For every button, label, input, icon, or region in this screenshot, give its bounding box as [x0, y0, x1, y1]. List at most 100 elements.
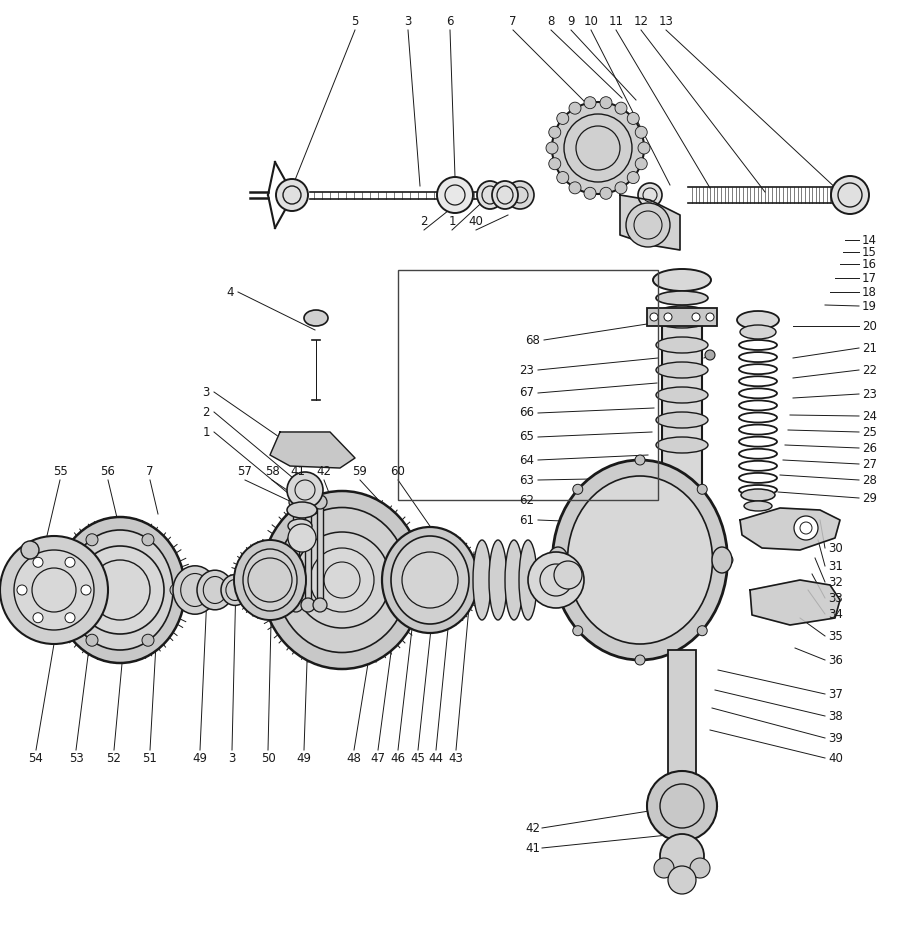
Text: 39: 39 [828, 732, 843, 744]
Ellipse shape [656, 362, 708, 378]
Ellipse shape [653, 269, 711, 291]
Circle shape [650, 313, 658, 321]
Circle shape [65, 613, 75, 622]
Circle shape [58, 584, 70, 596]
Text: 32: 32 [828, 576, 843, 589]
Text: 31: 31 [828, 560, 843, 573]
Text: 58: 58 [265, 465, 279, 478]
Circle shape [313, 598, 327, 612]
Circle shape [310, 548, 374, 612]
Polygon shape [270, 432, 355, 468]
Text: 38: 38 [828, 709, 842, 723]
Text: 22: 22 [862, 363, 877, 376]
Circle shape [506, 181, 534, 209]
Text: 41: 41 [525, 841, 540, 855]
Circle shape [402, 552, 458, 608]
Ellipse shape [55, 517, 185, 663]
Text: 26: 26 [862, 442, 877, 455]
Circle shape [584, 96, 596, 109]
Ellipse shape [659, 306, 705, 318]
Ellipse shape [568, 476, 713, 644]
Text: 3: 3 [229, 752, 236, 765]
Circle shape [287, 472, 323, 508]
Ellipse shape [492, 181, 518, 209]
Text: 9: 9 [567, 15, 575, 28]
Text: 18: 18 [862, 285, 877, 299]
Text: 59: 59 [353, 465, 367, 478]
Text: 21: 21 [862, 342, 877, 355]
Text: 1: 1 [202, 426, 210, 438]
Text: 50: 50 [261, 752, 275, 765]
Text: 40: 40 [469, 215, 483, 228]
Text: 40: 40 [828, 752, 843, 765]
Circle shape [627, 171, 639, 183]
Circle shape [600, 187, 612, 199]
Circle shape [14, 550, 94, 630]
Ellipse shape [391, 536, 469, 624]
Circle shape [313, 495, 327, 509]
Circle shape [698, 484, 707, 494]
Text: 68: 68 [525, 333, 540, 346]
Text: 7: 7 [509, 15, 517, 28]
Text: 54: 54 [29, 752, 43, 765]
Text: 3: 3 [202, 386, 210, 399]
Text: 67: 67 [519, 387, 534, 400]
Text: 43: 43 [448, 752, 464, 765]
Ellipse shape [221, 575, 249, 606]
Circle shape [289, 495, 303, 509]
Text: 14: 14 [862, 233, 877, 246]
Circle shape [615, 182, 627, 194]
Ellipse shape [197, 570, 233, 609]
Text: 4: 4 [227, 285, 234, 299]
Circle shape [76, 546, 164, 634]
Text: 66: 66 [519, 406, 534, 419]
Circle shape [437, 177, 473, 213]
Circle shape [572, 484, 583, 494]
Text: 7: 7 [146, 465, 154, 478]
Bar [668, 650, 696, 780]
Circle shape [638, 142, 650, 154]
Text: 53: 53 [68, 752, 84, 765]
Text: 15: 15 [862, 245, 877, 258]
Circle shape [557, 112, 569, 124]
Ellipse shape [243, 549, 297, 611]
Circle shape [705, 350, 715, 360]
Polygon shape [750, 580, 840, 625]
Circle shape [301, 598, 315, 612]
Text: 10: 10 [583, 15, 599, 28]
Circle shape [723, 555, 733, 565]
Text: 20: 20 [862, 319, 877, 332]
Ellipse shape [656, 312, 708, 328]
Ellipse shape [287, 502, 317, 518]
Text: 36: 36 [828, 653, 843, 666]
Ellipse shape [740, 325, 776, 339]
Circle shape [635, 158, 647, 169]
Circle shape [692, 313, 700, 321]
Ellipse shape [505, 540, 523, 620]
Text: 30: 30 [828, 542, 842, 554]
Circle shape [81, 585, 91, 595]
Text: 42: 42 [525, 822, 540, 835]
Ellipse shape [173, 565, 217, 614]
Ellipse shape [234, 540, 306, 620]
Circle shape [557, 171, 569, 183]
Circle shape [600, 96, 612, 109]
Text: 25: 25 [862, 426, 877, 438]
Ellipse shape [548, 547, 568, 573]
Circle shape [794, 516, 818, 540]
Circle shape [638, 183, 662, 207]
Circle shape [86, 534, 98, 546]
Circle shape [546, 142, 558, 154]
Polygon shape [620, 195, 680, 250]
Bar [398, 270, 658, 500]
Text: 6: 6 [446, 15, 454, 28]
Circle shape [33, 613, 43, 622]
Text: 27: 27 [862, 458, 877, 471]
Text: 33: 33 [828, 592, 842, 605]
Text: 61: 61 [519, 514, 534, 526]
Text: 23: 23 [862, 388, 877, 401]
Ellipse shape [304, 310, 328, 326]
Circle shape [654, 858, 674, 878]
Ellipse shape [477, 181, 503, 209]
Circle shape [635, 126, 647, 139]
